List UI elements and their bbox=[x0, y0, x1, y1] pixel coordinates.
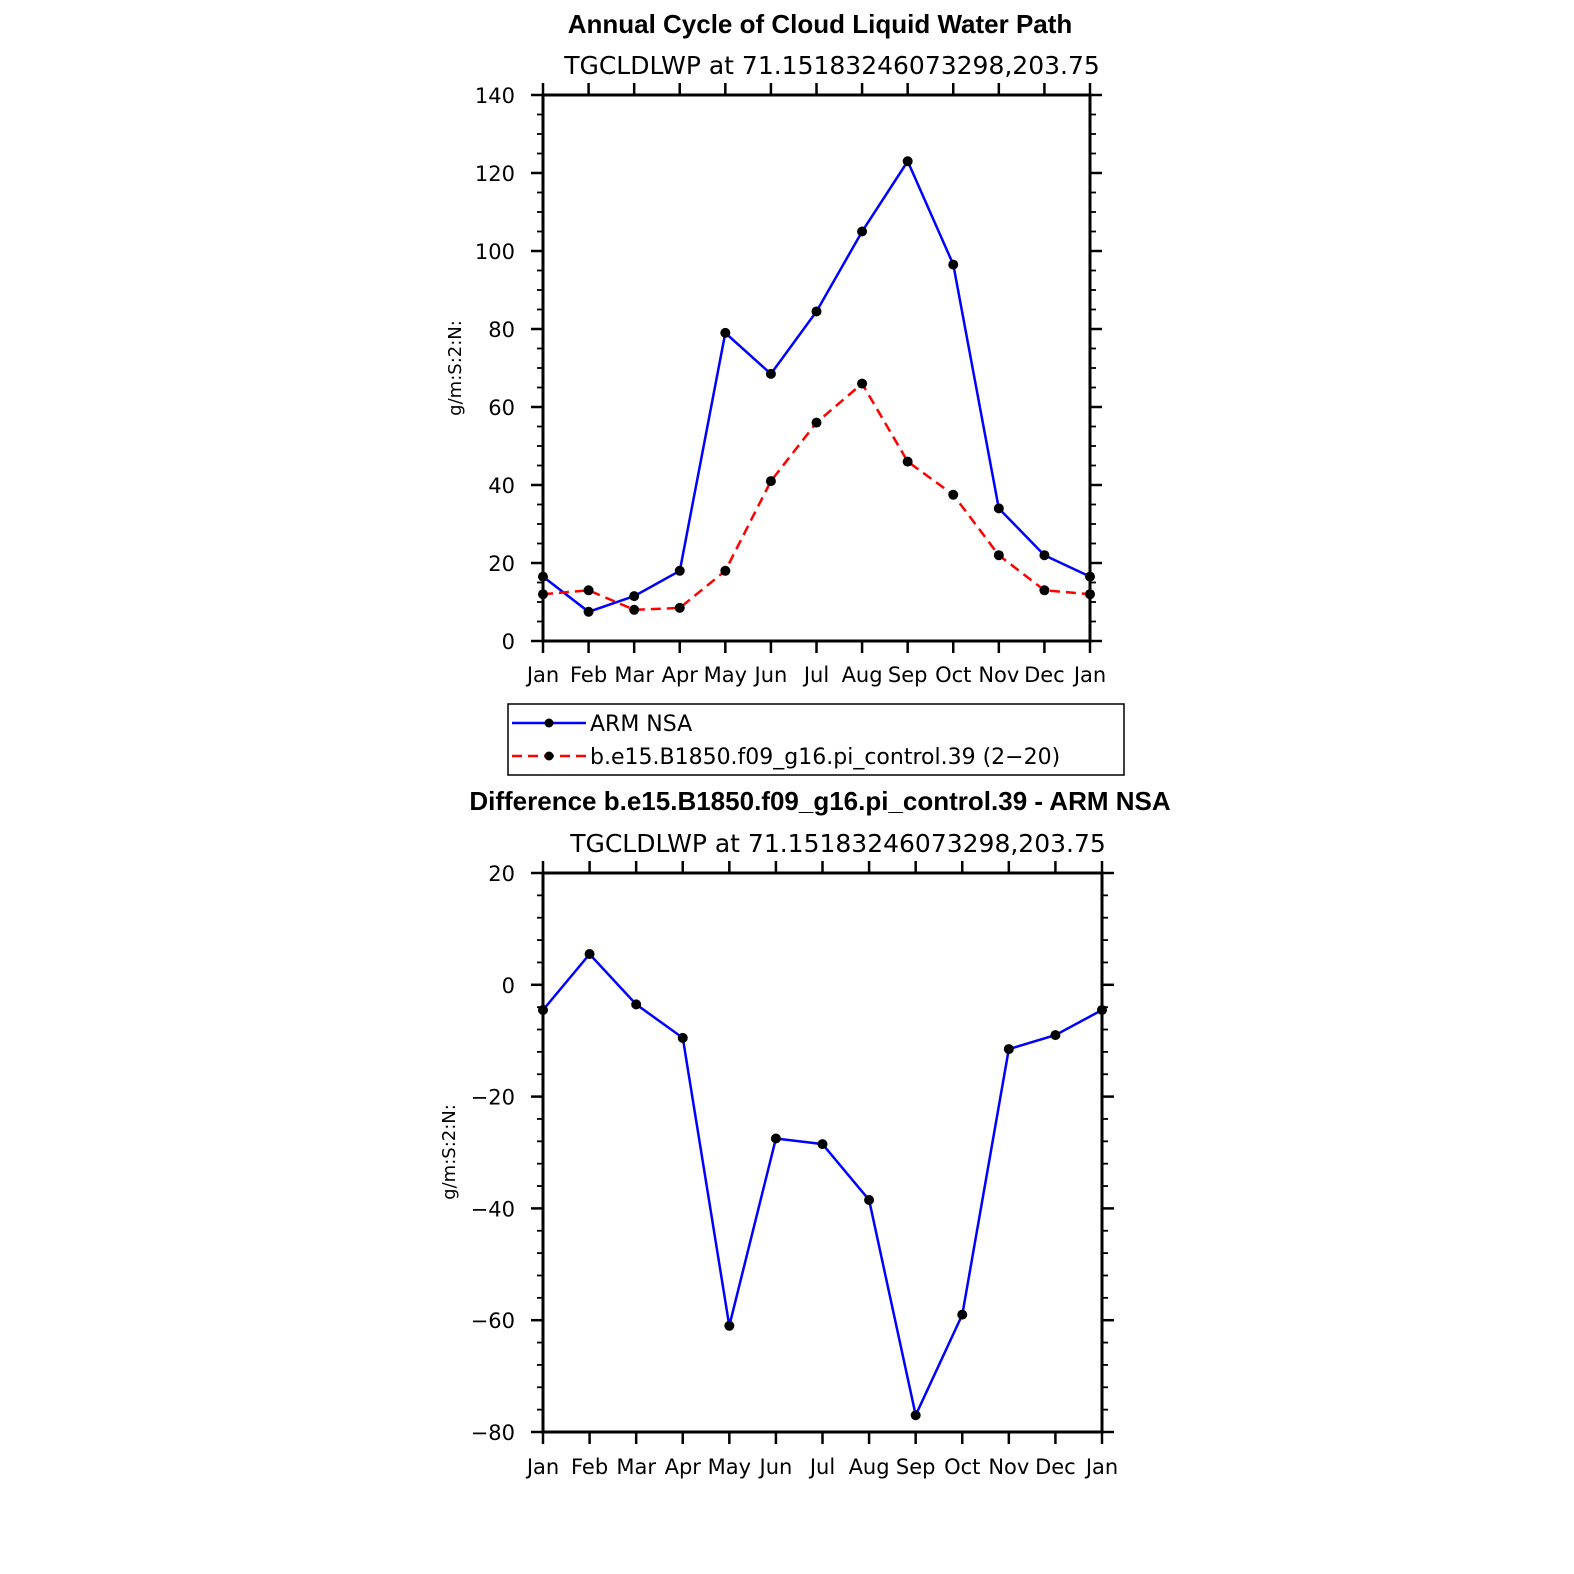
x-tick-label: Apr bbox=[665, 1455, 702, 1479]
data-point bbox=[765, 476, 776, 487]
annual-cycle-chart: Annual Cycle of Cloud Liquid Water Path … bbox=[445, 9, 1106, 687]
data-point bbox=[817, 1139, 828, 1150]
data-point bbox=[629, 604, 640, 615]
data-point bbox=[993, 503, 1004, 514]
x-tick-label: Aug bbox=[842, 663, 883, 687]
data-point bbox=[1039, 550, 1050, 561]
y-tick-label: 120 bbox=[475, 162, 515, 186]
data-point bbox=[957, 1309, 968, 1320]
data-point bbox=[902, 456, 913, 467]
x-tick-label: Jun bbox=[753, 663, 788, 687]
data-point bbox=[1039, 585, 1050, 596]
legend-entry-model: b.e15.B1850.f09_g16.pi_control.39 (2−20) bbox=[512, 745, 1060, 770]
data-point bbox=[584, 949, 595, 960]
data-point bbox=[910, 1410, 921, 1421]
data-point bbox=[583, 585, 594, 596]
y-axis-label: g/m:S:2:N: bbox=[439, 1104, 460, 1200]
data-point bbox=[674, 565, 685, 576]
x-tick-label: Jan bbox=[525, 663, 559, 687]
data-point bbox=[993, 550, 1004, 561]
y-tick-label: 80 bbox=[488, 318, 515, 342]
legend-entry-arm-nsa: ARM NSA bbox=[512, 712, 692, 737]
plot-frame bbox=[541, 93, 1092, 643]
x-tick-label: Jan bbox=[525, 1455, 559, 1479]
y-tick-label: −60 bbox=[471, 1309, 515, 1333]
chart-subtitle: TGCLDLWP at 71.15183246073298,203.75 bbox=[563, 51, 1100, 80]
data-point bbox=[724, 1320, 735, 1331]
data-point bbox=[1003, 1044, 1014, 1055]
y-tick-label: 40 bbox=[488, 474, 515, 498]
y-tick-label: −20 bbox=[471, 1086, 515, 1110]
x-tick-label: Aug bbox=[849, 1455, 890, 1479]
data-point bbox=[629, 591, 640, 602]
x-tick-label: Nov bbox=[988, 1455, 1029, 1479]
data-point bbox=[811, 306, 822, 317]
x-tick-label: May bbox=[704, 663, 747, 687]
data-point bbox=[583, 606, 594, 617]
x-tick-label: Mar bbox=[616, 1455, 656, 1479]
y-tick-label: −80 bbox=[471, 1421, 515, 1445]
y-tick-label: 100 bbox=[475, 240, 515, 264]
data-point bbox=[902, 156, 913, 167]
data-point bbox=[674, 602, 685, 613]
legend-box bbox=[507, 703, 1125, 776]
x-tick-label: Jan bbox=[1084, 1455, 1118, 1479]
x-tick-label: Dec bbox=[1024, 663, 1065, 687]
y-tick-label: 140 bbox=[475, 84, 515, 108]
data-point bbox=[631, 999, 642, 1010]
data-point bbox=[677, 1032, 688, 1043]
plot-frame bbox=[541, 871, 1104, 1434]
data-point bbox=[948, 259, 959, 270]
y-axis-label: g/m:S:2:N: bbox=[445, 320, 466, 416]
y-tick-label: 0 bbox=[502, 974, 515, 998]
legend-label-model: b.e15.B1850.f09_g16.pi_control.39 (2−20) bbox=[590, 745, 1060, 770]
x-tick-label: Sep bbox=[888, 663, 928, 687]
y-tick-label: −40 bbox=[471, 1197, 515, 1221]
x-tick-label: Jun bbox=[758, 1455, 793, 1479]
series-line-0 bbox=[542, 952, 1103, 1420]
data-point bbox=[765, 368, 776, 379]
legend-marker-model bbox=[544, 751, 554, 761]
data-point bbox=[1050, 1030, 1061, 1041]
data-point bbox=[948, 489, 959, 500]
x-tick-label: Oct bbox=[944, 1455, 980, 1479]
chart-subtitle: TGCLDLWP at 71.15183246073298,203.75 bbox=[569, 829, 1106, 858]
legend-label-arm-nsa: ARM NSA bbox=[590, 712, 692, 737]
difference-chart: Difference b.e15.B1850.f09_g16.pi_contro… bbox=[439, 786, 1171, 1479]
data-point bbox=[770, 1133, 781, 1144]
chart-title: Difference b.e15.B1850.f09_g16.pi_contro… bbox=[469, 786, 1171, 816]
x-tick-label: Jul bbox=[808, 1455, 835, 1479]
data-point bbox=[720, 565, 731, 576]
data-point bbox=[811, 417, 822, 428]
data-point bbox=[857, 378, 868, 389]
x-tick-label: Dec bbox=[1035, 1455, 1076, 1479]
data-point bbox=[720, 327, 731, 338]
x-tick-label: Jul bbox=[802, 663, 829, 687]
x-tick-label: Feb bbox=[571, 1455, 608, 1479]
legend: ARM NSA b.e15.B1850.f09_g16.pi_control.3… bbox=[507, 703, 1125, 776]
data-point bbox=[864, 1195, 875, 1206]
x-tick-label: Mar bbox=[614, 663, 654, 687]
x-tick-label: May bbox=[708, 1455, 751, 1479]
series-line-1 bbox=[542, 381, 1091, 612]
y-tick-label: 0 bbox=[502, 630, 515, 654]
data-point bbox=[857, 226, 868, 237]
y-tick-label: 20 bbox=[488, 552, 515, 576]
legend-marker-arm-nsa bbox=[544, 718, 554, 728]
x-tick-label: Apr bbox=[662, 663, 699, 687]
y-tick-label: 20 bbox=[488, 862, 515, 886]
y-tick-label: 60 bbox=[488, 396, 515, 420]
x-tick-label: Oct bbox=[935, 663, 971, 687]
series-line-0 bbox=[542, 158, 1091, 614]
x-tick-label: Sep bbox=[896, 1455, 936, 1479]
chart-title: Annual Cycle of Cloud Liquid Water Path bbox=[568, 9, 1073, 39]
x-tick-label: Nov bbox=[978, 663, 1019, 687]
x-tick-label: Feb bbox=[570, 663, 607, 687]
x-tick-label: Jan bbox=[1072, 663, 1106, 687]
